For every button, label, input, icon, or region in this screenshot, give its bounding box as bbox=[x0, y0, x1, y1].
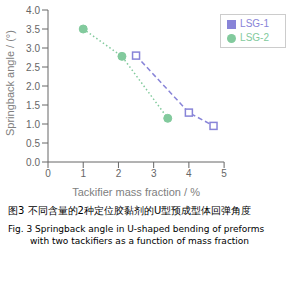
svg-text:0: 0 bbox=[45, 168, 51, 179]
html-text:LSG-1: LSG-1 bbox=[240, 18, 269, 29]
svg-text:1: 1 bbox=[80, 168, 86, 179]
svg-text:3: 3 bbox=[151, 168, 157, 179]
svg-text:0.0: 0.0 bbox=[26, 157, 40, 168]
svg-text:4: 4 bbox=[186, 168, 192, 179]
svg-text:1.5: 1.5 bbox=[26, 100, 40, 111]
svg-text:Tackifier mass fraction / %: Tackifier mass fraction / % bbox=[72, 186, 200, 198]
html-text:Fig. 3 Springback angle in U-s: Fig. 3 Springback angle in U-shaped bend… bbox=[8, 224, 265, 234]
html-text:LSG-2: LSG-2 bbox=[240, 32, 269, 43]
html-text:with two tackifiers as a funct: with two tackifiers as a function of mas… bbox=[30, 236, 250, 246]
svg-text:2.0: 2.0 bbox=[26, 81, 40, 92]
svg-text:0.5: 0.5 bbox=[26, 138, 40, 149]
html-text:图3 不同含量的2种定位胶黏剂的U型预成型体回弹角度: 图3 不同含量的2种定位胶黏剂的U型预成型体回弹角度 bbox=[8, 205, 252, 216]
svg-text:1.0: 1.0 bbox=[26, 119, 40, 130]
svg-text:4.0: 4.0 bbox=[26, 5, 40, 16]
svg-text:5: 5 bbox=[221, 168, 227, 179]
svg-text:3.5: 3.5 bbox=[26, 24, 40, 35]
svg-text:3.0: 3.0 bbox=[26, 43, 40, 54]
svg-text:2: 2 bbox=[116, 168, 122, 179]
svg-text:Springback angle / (°): Springback angle / (°) bbox=[4, 30, 16, 136]
svg-text:2.5: 2.5 bbox=[26, 62, 40, 73]
